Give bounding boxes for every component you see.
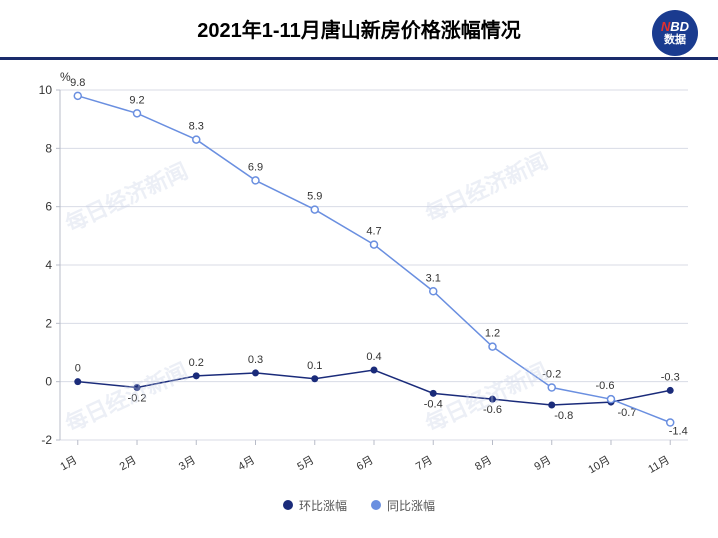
svg-text:6月: 6月 — [355, 454, 376, 473]
logo-cn-text: 数据 — [664, 35, 686, 46]
svg-text:0.4: 0.4 — [366, 351, 381, 363]
svg-text:-0.6: -0.6 — [483, 404, 502, 416]
svg-text:0.1: 0.1 — [307, 360, 322, 372]
legend-item-yoy: 同比涨幅 — [371, 497, 435, 514]
svg-text:8: 8 — [45, 141, 52, 155]
svg-text:1月: 1月 — [58, 454, 79, 473]
svg-text:8月: 8月 — [473, 454, 494, 473]
legend-item-mom: 环比涨幅 — [283, 497, 347, 514]
svg-text:-0.6: -0.6 — [595, 380, 614, 392]
legend-dot — [283, 500, 293, 510]
svg-text:-0.3: -0.3 — [661, 371, 680, 383]
svg-text:4.7: 4.7 — [366, 226, 381, 238]
svg-text:-0.4: -0.4 — [424, 398, 443, 410]
legend-dot — [371, 500, 381, 510]
svg-text:-0.2: -0.2 — [542, 369, 561, 381]
svg-text:2月: 2月 — [118, 454, 139, 473]
svg-text:7月: 7月 — [414, 454, 435, 473]
svg-text:0.2: 0.2 — [189, 357, 204, 369]
svg-text:-0.8: -0.8 — [554, 410, 573, 422]
svg-text:6: 6 — [45, 200, 52, 214]
svg-text:0.3: 0.3 — [248, 354, 263, 366]
svg-text:2: 2 — [45, 316, 52, 330]
svg-text:3月: 3月 — [177, 454, 198, 473]
nbd-logo: NBD 数据 — [652, 10, 698, 56]
svg-text:4: 4 — [45, 258, 52, 272]
line-chart: -2 0 2 4 6 8 10 1月 2月 3月 4月 5月 6月 7月 8月 9月 10月 11月 0 -0.2 0.… — [0, 60, 718, 490]
chart-header: 2021年1-11月唐山新房价格涨幅情况 NBD 数据 — [0, 0, 718, 60]
svg-text:-0.2: -0.2 — [128, 393, 147, 405]
svg-text:0: 0 — [45, 375, 52, 389]
svg-text:6.9: 6.9 — [248, 161, 263, 173]
svg-text:9.2: 9.2 — [129, 94, 144, 106]
legend: 环比涨幅 同比涨幅 — [0, 490, 718, 520]
legend-label: 环比涨幅 — [299, 497, 347, 514]
svg-text:8.3: 8.3 — [189, 121, 204, 133]
svg-text:0: 0 — [75, 363, 81, 375]
y-axis-unit: % — [60, 70, 71, 84]
svg-text:10: 10 — [39, 83, 53, 97]
svg-text:5.9: 5.9 — [307, 191, 322, 203]
svg-text:4月: 4月 — [236, 454, 257, 473]
svg-text:10月: 10月 — [586, 454, 612, 476]
legend-label: 同比涨幅 — [387, 497, 435, 514]
svg-text:1.2: 1.2 — [485, 328, 500, 340]
svg-text:3.1: 3.1 — [426, 272, 441, 284]
svg-text:5月: 5月 — [295, 454, 316, 473]
svg-text:-2: -2 — [41, 433, 52, 447]
svg-text:11月: 11月 — [646, 454, 671, 476]
svg-text:9.8: 9.8 — [70, 77, 85, 89]
chart-title: 2021年1-11月唐山新房价格涨幅情况 — [197, 14, 520, 43]
svg-text:-1.4: -1.4 — [669, 426, 688, 438]
logo-nbd-text: NBD — [661, 20, 689, 33]
chart-area: % 每日经济新闻 每日经济新闻 每日经济新闻 每日经济新闻 -202468101… — [0, 60, 718, 490]
svg-text:9月: 9月 — [532, 454, 553, 473]
